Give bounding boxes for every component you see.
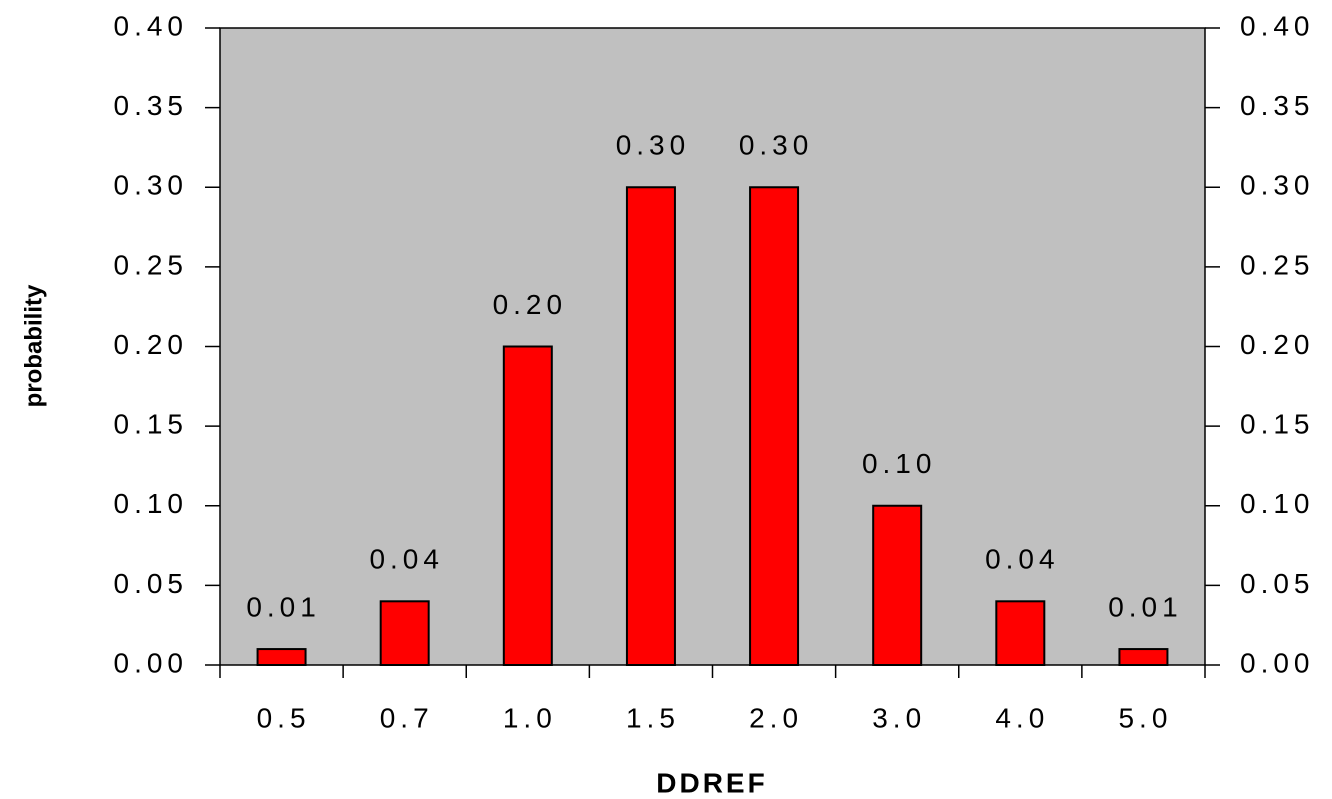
- value-label: 0.04: [369, 544, 444, 575]
- value-label: 0.01: [246, 591, 321, 622]
- x-axis-label: DDREF: [656, 767, 767, 798]
- x-tick-label: 1.0: [503, 702, 557, 733]
- bar: [625, 186, 676, 666]
- x-tick-label: 4.0: [995, 702, 1049, 733]
- value-label: 0.01: [1108, 591, 1183, 622]
- bar: [379, 600, 430, 666]
- x-tick-label: 0.7: [380, 702, 434, 733]
- y-tick-label: 0.40: [114, 10, 189, 41]
- y2-tick-label: 0.40: [1240, 10, 1315, 41]
- value-label: 0.30: [616, 130, 691, 161]
- y2-tick-label: 0.20: [1240, 329, 1315, 360]
- x-tick-label: 0.5: [257, 702, 311, 733]
- bar: [1118, 648, 1169, 667]
- y2-tick-label: 0.15: [1240, 409, 1315, 440]
- plot-area: [219, 27, 1206, 666]
- value-label: 0.10: [862, 448, 937, 479]
- x-tick-label: 2.0: [749, 702, 803, 733]
- y-tick-label: 0.35: [114, 90, 189, 121]
- y2-tick-label: 0.00: [1240, 647, 1315, 678]
- y2-tick-label: 0.35: [1240, 90, 1315, 121]
- bar: [872, 504, 923, 666]
- y2-tick-label: 0.25: [1240, 249, 1315, 280]
- y-tick-label: 0.00: [114, 647, 189, 678]
- bar: [502, 345, 553, 666]
- y-tick-label: 0.05: [114, 568, 189, 599]
- x-tick-label: 5.0: [1118, 702, 1172, 733]
- value-label: 0.20: [493, 289, 568, 320]
- y2-tick-label: 0.05: [1240, 568, 1315, 599]
- bar: [256, 648, 307, 667]
- y-tick-label: 0.30: [114, 170, 189, 201]
- y2-tick-label: 0.30: [1240, 170, 1315, 201]
- x-tick-label: 3.0: [872, 702, 926, 733]
- y-tick-label: 0.15: [114, 409, 189, 440]
- y-tick-label: 0.10: [114, 488, 189, 519]
- bar: [995, 600, 1046, 666]
- bar: [749, 186, 800, 666]
- y-tick-label: 0.20: [114, 329, 189, 360]
- y-tick-label: 0.25: [114, 249, 189, 280]
- x-tick-label: 1.5: [626, 702, 680, 733]
- value-label: 0.30: [739, 130, 814, 161]
- y2-tick-label: 0.10: [1240, 488, 1315, 519]
- value-label: 0.04: [985, 544, 1060, 575]
- y-axis-label: probability: [20, 284, 47, 407]
